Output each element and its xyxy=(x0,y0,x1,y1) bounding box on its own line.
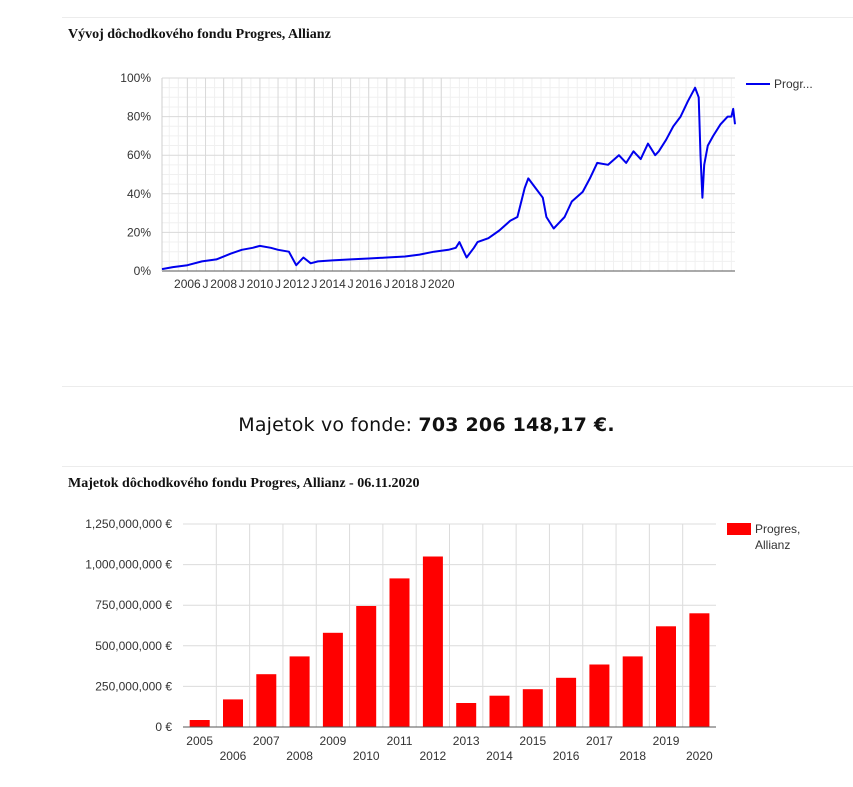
bar-2008 xyxy=(289,656,310,727)
bar-x-tick-label: 2011 xyxy=(387,734,413,748)
bar-x-tick-label: 2005 xyxy=(186,734,213,748)
line-y-tick-label: 0% xyxy=(134,264,152,278)
bar-x-tick-label: 2018 xyxy=(619,749,646,763)
fund-performance-line-chart: 0%20%40%60%80%100%2006 J 2008 J 2010 J 2012 J 20… xyxy=(120,71,813,291)
bar-x-tick-label: 2008 xyxy=(286,749,313,763)
line-x-tick-label: J xyxy=(275,277,281,291)
bar-2020 xyxy=(689,613,710,727)
bar-2017 xyxy=(589,664,610,727)
bar-2007 xyxy=(256,674,277,727)
middle-divider xyxy=(62,386,853,387)
line-x-tick-label: 2012 xyxy=(283,277,310,291)
fund-assets-statement: Majetok vo fonde: 703 206 148,17 €. xyxy=(0,414,853,436)
line-chart-title: Vývoj dôchodkového fondu Progres, Allian… xyxy=(68,27,331,42)
line-x-tick-label: 2018 xyxy=(392,277,419,291)
line-x-tick-label: 2006 xyxy=(174,277,201,291)
bar-y-tick-label: 0 € xyxy=(155,720,172,734)
line-x-tick-label: 2016 xyxy=(355,277,382,291)
line-x-tick-label: J xyxy=(420,277,426,291)
bar-x-tick-label: 2010 xyxy=(353,749,380,763)
line-y-tick-label: 20% xyxy=(127,225,151,239)
bar-x-tick-label: 2006 xyxy=(220,749,247,763)
bar-y-tick-label: 250,000,000 € xyxy=(95,679,172,693)
bar-x-tick-label: 2014 xyxy=(486,749,513,763)
bar-y-tick-label: 1,250,000,000 € xyxy=(85,517,172,531)
bar-2018 xyxy=(622,656,643,727)
bar-2006 xyxy=(223,699,243,727)
bar-2010 xyxy=(356,606,377,727)
line-y-tick-label: 40% xyxy=(127,187,151,201)
bar-x-tick-label: 2016 xyxy=(553,749,580,763)
fund-assets-value: 703 206 148,17 €. xyxy=(418,414,615,436)
bar-legend-label: Progres, xyxy=(755,522,800,536)
bar-y-tick-label: 500,000,000 € xyxy=(95,639,172,653)
bar-2012 xyxy=(422,556,443,727)
line-y-tick-label: 60% xyxy=(127,148,151,162)
line-series-progres xyxy=(161,86,736,271)
line-x-tick-label: 2020 xyxy=(428,277,455,291)
lower-divider xyxy=(62,466,853,467)
line-x-tick-label: 2014 xyxy=(319,277,346,291)
bar-x-tick-label: 2017 xyxy=(586,734,613,748)
bar-y-tick-label: 1,000,000,000 € xyxy=(85,558,172,572)
bar-y-tick-label: 750,000,000 € xyxy=(95,598,172,612)
bar-2013 xyxy=(456,703,477,727)
bar-2015 xyxy=(522,689,543,727)
line-x-tick-label: 2010 xyxy=(247,277,274,291)
bar-x-tick-label: 2019 xyxy=(653,734,680,748)
bar-x-tick-label: 2007 xyxy=(253,734,280,748)
top-divider xyxy=(62,17,853,18)
fund-assets-label: Majetok vo fonde: xyxy=(238,414,419,436)
line-x-tick-label: J xyxy=(239,277,245,291)
line-legend-label: Progr... xyxy=(774,77,813,91)
bar-x-tick-label: 2009 xyxy=(320,734,347,748)
bar-x-tick-label: 2015 xyxy=(519,734,546,748)
bar-x-tick-label: 2020 xyxy=(686,749,713,763)
line-x-tick-label: J xyxy=(348,277,354,291)
bar-x-tick-label: 2012 xyxy=(419,749,446,763)
line-y-tick-label: 80% xyxy=(127,110,151,124)
line-x-tick-label: 2008 xyxy=(210,277,237,291)
bar-2016 xyxy=(556,677,577,727)
bar-chart-title: Majetok dôchodkového fondu Progres, Alli… xyxy=(68,476,420,491)
line-x-tick-label: J xyxy=(311,277,317,291)
line-x-tick-label: J xyxy=(203,277,209,291)
bar-2005 xyxy=(189,720,210,727)
bar-2009 xyxy=(322,632,343,727)
line-x-tick-label: J xyxy=(384,277,390,291)
bar-2014 xyxy=(489,695,510,727)
bar-x-tick-label: 2013 xyxy=(453,734,480,748)
line-y-tick-label: 100% xyxy=(120,71,151,85)
bar-legend-label: Allianz xyxy=(755,538,790,552)
bar-2011 xyxy=(389,578,410,727)
bar-legend-swatch xyxy=(727,523,751,535)
bar-2019 xyxy=(656,626,676,727)
